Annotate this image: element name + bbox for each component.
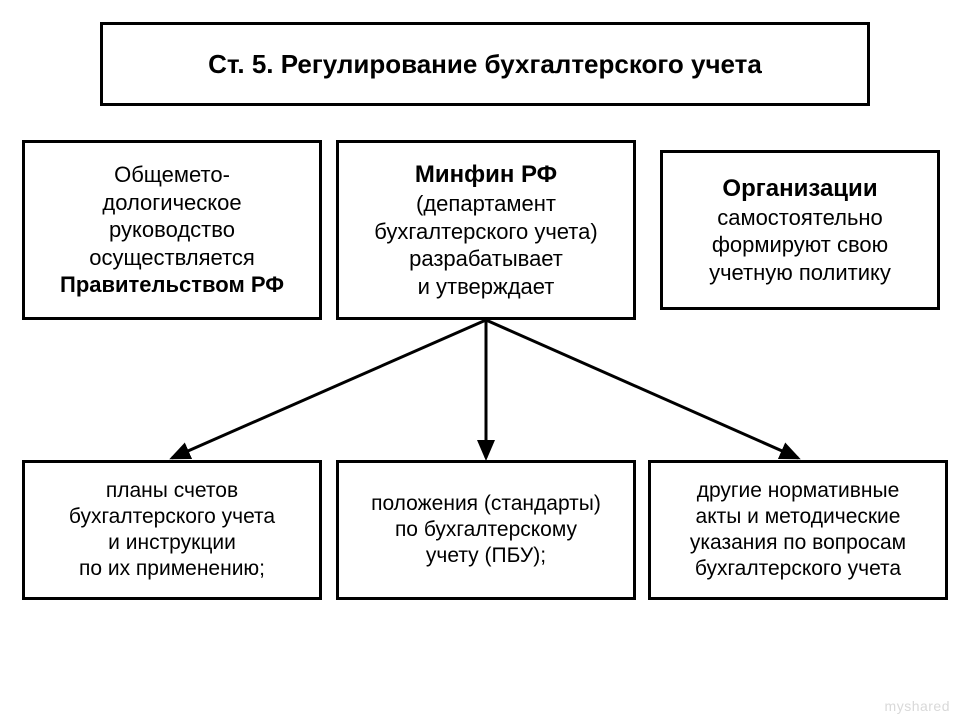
mid-left-line-3: осуществляется [89,244,255,272]
bot-left-box: планы счетов бухгалтерского учета и инст… [22,460,322,600]
mid-left-line-1: дологическое [102,189,241,217]
bot-center-line-2: учету (ПБУ); [426,543,546,569]
mid-center-box: Минфин РФ (департамент бухгалтерского уч… [336,140,636,320]
watermark: myshared [885,698,950,714]
mid-right-line-0: Организации [722,174,877,204]
bot-left-line-0: планы счетов [106,478,238,504]
bot-right-line-1: акты и методические [696,504,901,530]
arrows-layer [0,0,960,720]
bot-center-line-1: по бухгалтерскому [395,517,577,543]
bot-right-box: другие нормативные акты и методические у… [648,460,948,600]
mid-center-line-0: Минфин РФ [415,160,557,190]
mid-right-line-2: формируют свою [712,231,888,259]
mid-left-box: Общемето- дологическое руководство осуще… [22,140,322,320]
edge-left [172,320,486,458]
mid-center-line-2: бухгалтерского учета) [374,218,597,246]
bot-left-line-3: по их применению; [79,556,265,582]
bot-right-line-3: бухгалтерского учета [695,556,901,582]
bot-left-line-2: и инструкции [108,530,236,556]
title-text: Ст. 5. Регулирование бухгалтерского учет… [208,48,762,81]
mid-center-line-4: и утверждает [418,273,555,301]
bot-center-line-0: положения (стандарты) [371,491,601,517]
mid-center-line-1: (департамент [416,190,556,218]
bot-right-line-0: другие нормативные [697,478,900,504]
mid-right-line-1: самостоятельно [717,204,883,232]
mid-left-line-4: Правительством РФ [60,271,284,299]
title-box: Ст. 5. Регулирование бухгалтерского учет… [100,22,870,106]
edge-right [486,320,798,458]
mid-right-line-3: учетную политику [709,259,891,287]
diagram-stage: Ст. 5. Регулирование бухгалтерского учет… [0,0,960,720]
mid-left-line-2: руководство [109,216,235,244]
bot-right-line-2: указания по вопросам [690,530,906,556]
mid-right-box: Организации самостоятельно формируют сво… [660,150,940,310]
mid-left-line-0: Общемето- [114,161,230,189]
bot-center-box: положения (стандарты) по бухгалтерскому … [336,460,636,600]
bot-left-line-1: бухгалтерского учета [69,504,275,530]
mid-center-line-3: разрабатывает [409,245,563,273]
